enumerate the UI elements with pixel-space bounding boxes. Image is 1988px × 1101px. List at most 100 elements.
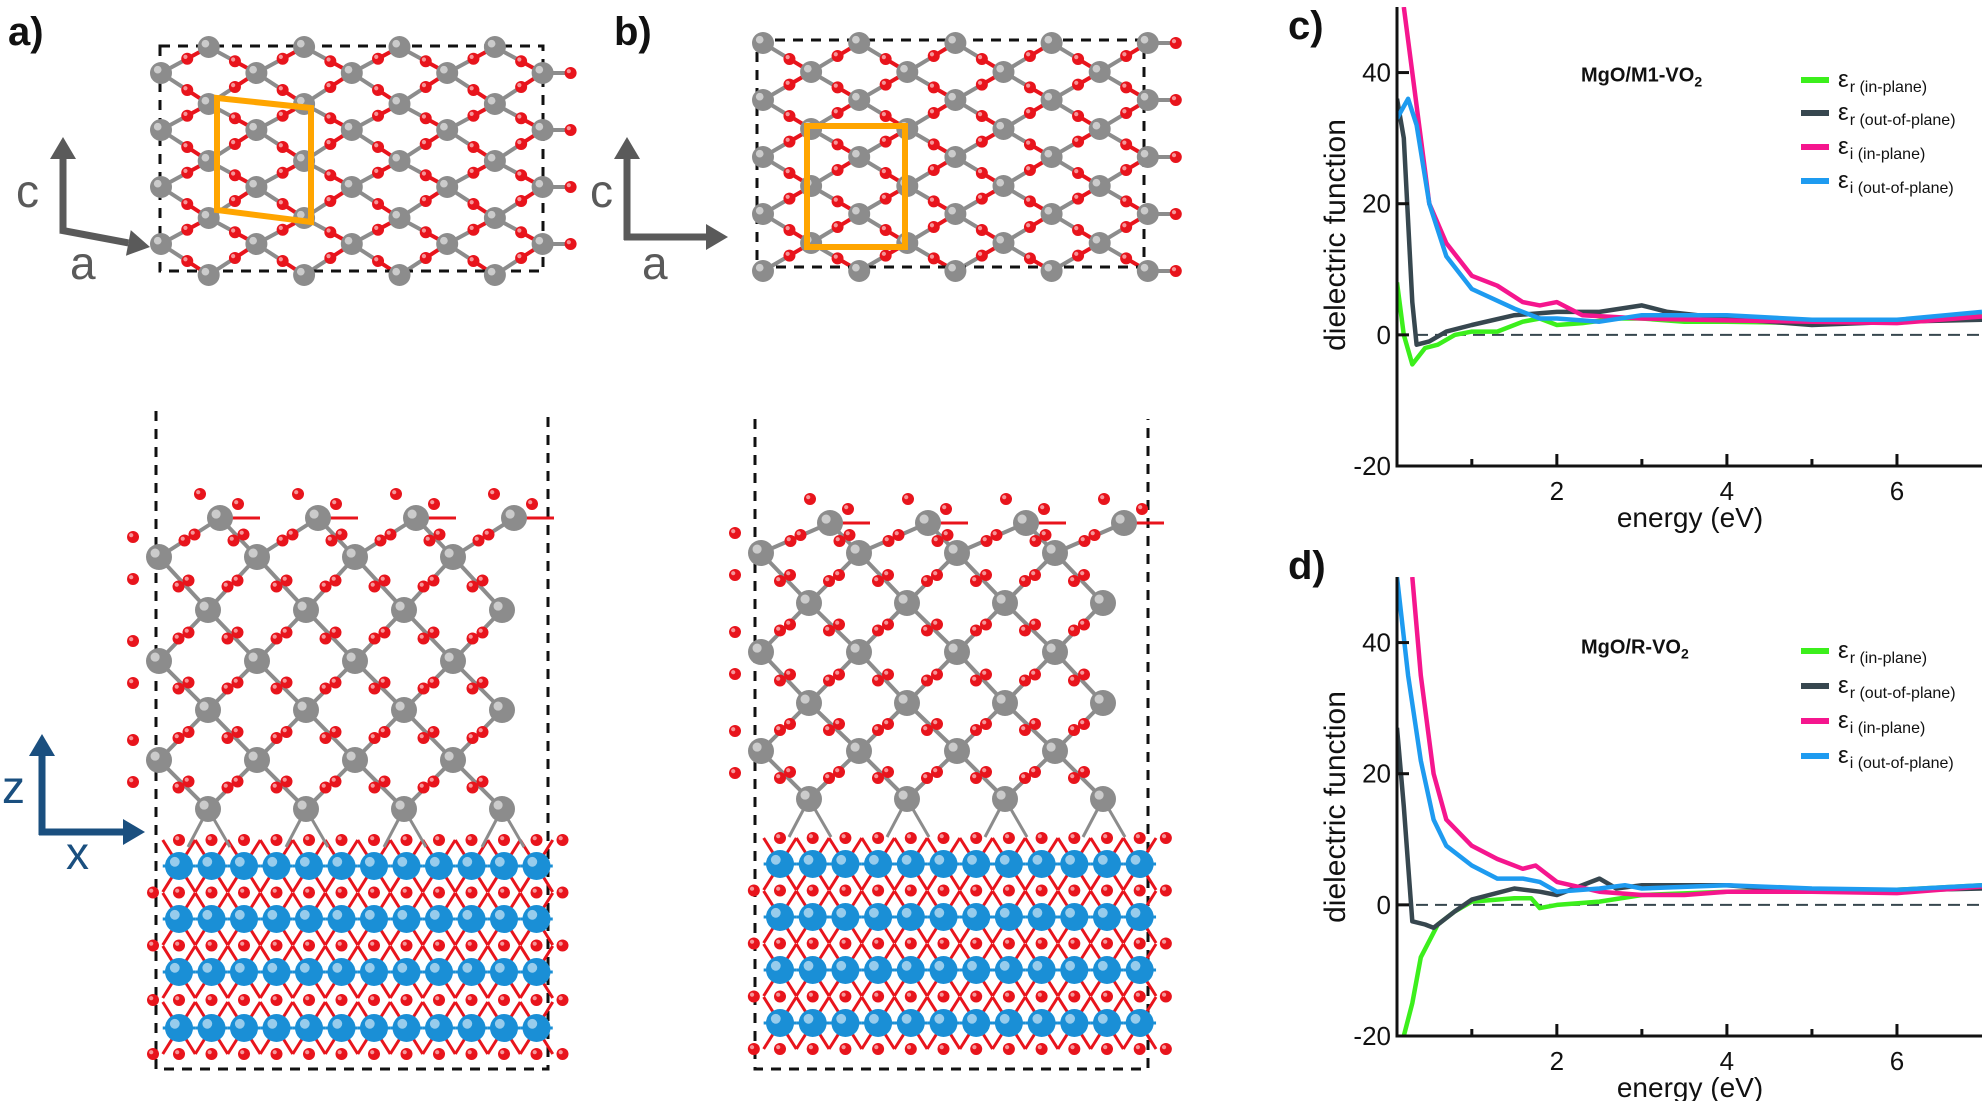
oxygen-atom: [384, 528, 397, 541]
oxygen-atom: [270, 682, 283, 695]
legend-symbol: ε: [1838, 66, 1849, 93]
oxygen-atom-highlight: [272, 783, 277, 788]
oxygen-atom: [556, 939, 569, 952]
oxygen-atom-highlight: [374, 168, 379, 173]
oxygen-atom: [498, 886, 510, 899]
oxygen-atom: [378, 626, 391, 639]
oxygen-atom-highlight: [1074, 112, 1079, 117]
vanadium-atom-highlight: [150, 751, 160, 761]
oxygen-atom: [173, 834, 185, 846]
oxygen-atom-highlight: [337, 941, 342, 946]
vanadium-atom-highlight: [755, 206, 764, 215]
magnesium-atom-highlight: [770, 907, 781, 918]
magnesium-atom-highlight: [397, 962, 408, 973]
oxygen-atom: [231, 574, 244, 587]
oxygen-atom-highlight: [806, 495, 811, 500]
oxygen-atom-highlight: [1070, 834, 1075, 839]
oxygen-atom-highlight: [1138, 505, 1143, 510]
magnesium-atom: [425, 905, 453, 933]
vanadium-atom-highlight: [201, 153, 210, 162]
oxygen-atom-highlight: [374, 111, 379, 116]
oxygen-atom-highlight: [731, 571, 736, 576]
oxygen-atom: [419, 80, 432, 93]
oxygen-atom-highlight: [183, 86, 188, 91]
oxygen-atom: [368, 994, 380, 1006]
chart-c-y-tick-label: 40: [1362, 58, 1391, 88]
vanadium-atom: [1088, 118, 1111, 140]
magnesium-atom-highlight: [202, 962, 213, 973]
chart-c-title: MgO/M1-VO2: [1581, 65, 1702, 90]
oxygen-atom-highlight: [1005, 939, 1010, 944]
magnesium-atom-highlight: [999, 907, 1010, 918]
oxygen-atom: [181, 109, 194, 122]
oxygen-atom-highlight: [833, 140, 838, 145]
vanadium-atom-highlight: [1044, 263, 1053, 272]
vanadium-atom: [944, 738, 970, 764]
vanadium-atom-highlight: [153, 122, 162, 131]
oxygen-atom: [324, 55, 337, 68]
vanadium-atom-highlight: [296, 39, 305, 48]
oxygen-atom-highlight: [380, 777, 385, 782]
oxygen-atom-highlight: [992, 531, 997, 536]
magnesium-atom-highlight: [202, 909, 213, 920]
oxygen-atom: [1120, 50, 1133, 63]
magnesium-atom-highlight: [1065, 960, 1075, 971]
vanadium-atom-highlight: [344, 236, 353, 245]
magnesium-atom-highlight: [429, 909, 440, 920]
oxygen-atom: [879, 249, 892, 262]
oxygen-atom: [172, 632, 185, 645]
vanadium-atom-highlight: [800, 694, 810, 704]
oxygen-atom-highlight: [321, 634, 326, 639]
oxygen-atom-highlight: [1021, 726, 1026, 731]
vanadium-atom-highlight: [1044, 206, 1053, 215]
oxygen-atom: [1019, 674, 1031, 687]
oxygen-atom-highlight: [874, 577, 879, 582]
chart-c-ylabel: dielectric function: [1319, 119, 1352, 351]
oxygen-atom-highlight: [1171, 39, 1177, 44]
magnesium-atom: [864, 850, 893, 878]
oxygen-atom: [921, 674, 933, 687]
oxygen-atom: [892, 529, 905, 541]
oxygen-atom-highlight: [982, 720, 987, 725]
oxygen-atom: [270, 732, 283, 744]
oxygen-atom-highlight: [469, 257, 474, 262]
oxygen-atom-highlight: [833, 166, 838, 171]
vanadium-atom-highlight: [800, 594, 810, 604]
vanadium-atom: [501, 505, 527, 531]
oxygen-atom-highlight: [231, 171, 236, 176]
oxygen-atom-highlight: [233, 678, 238, 683]
vanadium-atom: [846, 639, 872, 665]
oxygen-atom-highlight: [419, 783, 424, 788]
magnesium-atom-highlight: [901, 907, 912, 918]
oxygen-atom-highlight: [474, 536, 479, 541]
oxygen-atom: [1023, 164, 1036, 177]
oxygen-atom: [427, 726, 440, 738]
structure-a-top-view: [150, 36, 577, 286]
oxygen-atom-highlight: [1103, 939, 1108, 944]
oxygen-atom: [774, 724, 786, 736]
oxygen-atom: [839, 937, 852, 950]
oxygen-atom: [476, 676, 489, 689]
magnesium-atom-highlight: [429, 1018, 440, 1029]
oxygen-atom: [515, 55, 528, 68]
oxygen-atom: [427, 676, 440, 689]
legend-swatch: [1801, 144, 1829, 150]
oxygen-atom-highlight: [278, 168, 283, 173]
vanadium-atom: [894, 590, 920, 616]
oxygen-atom: [205, 1048, 218, 1060]
chart-d-title-base: MgO/R-VO: [1581, 636, 1681, 659]
oxygen-atom-highlight: [785, 251, 790, 256]
vanadium-atom-highlight: [1092, 64, 1101, 73]
oxygen-atom-highlight: [884, 537, 889, 542]
oxygen-atom-highlight: [776, 834, 781, 839]
oxygen-atom-highlight: [429, 576, 434, 581]
vanadium-atom: [489, 597, 515, 623]
oxygen-atom: [1068, 575, 1080, 587]
oxygen-atom: [465, 994, 478, 1006]
oxygen-atom: [1133, 937, 1146, 950]
oxygen-atom-highlight: [370, 888, 375, 893]
oxygen-atom-highlight: [376, 536, 381, 541]
oxygen-atom: [1023, 195, 1036, 208]
oxygen-atom: [990, 529, 1003, 541]
